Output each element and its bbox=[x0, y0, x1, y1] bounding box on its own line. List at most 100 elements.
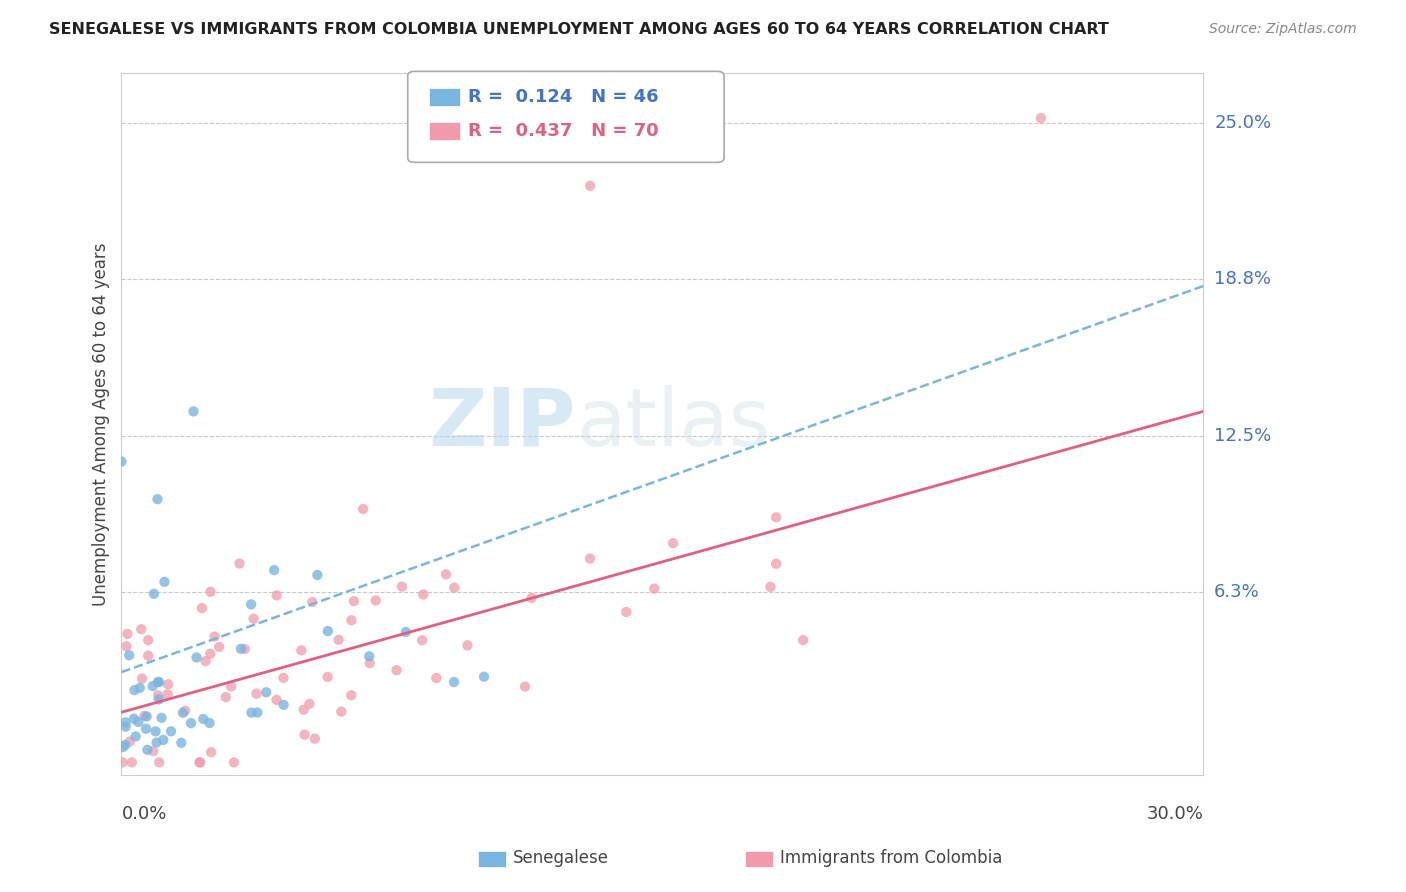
Text: 30.0%: 30.0% bbox=[1146, 805, 1204, 823]
Point bbox=[114, 720, 136, 734]
Point bbox=[124, 683, 146, 698]
Point bbox=[122, 712, 145, 726]
Point bbox=[229, 641, 252, 656]
Point bbox=[391, 580, 413, 594]
Point bbox=[145, 724, 167, 739]
Point bbox=[153, 574, 176, 589]
Text: ZIP: ZIP bbox=[429, 385, 575, 463]
Point bbox=[111, 756, 134, 770]
Point bbox=[359, 649, 381, 664]
Point bbox=[520, 591, 543, 605]
Point bbox=[328, 632, 350, 647]
Point bbox=[110, 454, 132, 468]
Point bbox=[411, 633, 433, 648]
Point bbox=[273, 698, 295, 712]
Point bbox=[114, 738, 136, 752]
Text: 18.8%: 18.8% bbox=[1215, 269, 1271, 287]
Point bbox=[134, 709, 156, 723]
Point bbox=[352, 502, 374, 516]
Point bbox=[304, 731, 326, 746]
Point bbox=[208, 640, 231, 654]
Point bbox=[191, 601, 214, 615]
Point bbox=[131, 672, 153, 686]
Point bbox=[118, 648, 141, 663]
Point bbox=[662, 536, 685, 550]
Point bbox=[143, 587, 166, 601]
Point bbox=[200, 584, 222, 599]
Point bbox=[148, 692, 170, 706]
Text: 0.0%: 0.0% bbox=[121, 805, 167, 823]
Point bbox=[233, 642, 256, 657]
Point bbox=[200, 745, 222, 759]
Point bbox=[146, 675, 169, 690]
Point bbox=[443, 581, 465, 595]
Point bbox=[127, 714, 149, 729]
Point bbox=[759, 580, 782, 594]
Text: 25.0%: 25.0% bbox=[1215, 114, 1271, 132]
Point bbox=[152, 732, 174, 747]
Y-axis label: Unemployment Among Ages 60 to 64 years: Unemployment Among Ages 60 to 64 years bbox=[93, 243, 110, 606]
Point bbox=[472, 670, 495, 684]
Point bbox=[792, 633, 814, 648]
Point bbox=[513, 680, 536, 694]
Point bbox=[240, 706, 263, 720]
Point bbox=[142, 744, 165, 758]
Point bbox=[136, 743, 159, 757]
Point bbox=[579, 551, 602, 566]
Point bbox=[579, 178, 602, 193]
Point bbox=[135, 722, 157, 736]
Point bbox=[385, 663, 408, 677]
Point bbox=[412, 587, 434, 601]
Point bbox=[136, 633, 159, 648]
Point bbox=[200, 647, 222, 661]
Text: R =  0.437   N = 70: R = 0.437 N = 70 bbox=[468, 122, 659, 140]
Text: R =  0.124   N = 46: R = 0.124 N = 46 bbox=[468, 88, 659, 106]
Point bbox=[456, 638, 478, 652]
Point bbox=[228, 557, 250, 571]
Point bbox=[170, 736, 193, 750]
Point bbox=[188, 756, 211, 770]
Point bbox=[343, 594, 366, 608]
Point bbox=[266, 693, 288, 707]
Point bbox=[330, 705, 353, 719]
Point bbox=[425, 671, 447, 685]
Point bbox=[121, 756, 143, 770]
Text: Source: ZipAtlas.com: Source: ZipAtlas.com bbox=[1209, 22, 1357, 37]
Point bbox=[135, 709, 157, 723]
Text: Immigrants from Colombia: Immigrants from Colombia bbox=[780, 849, 1002, 867]
Point bbox=[148, 756, 170, 770]
Point bbox=[1029, 111, 1052, 125]
Point bbox=[290, 643, 312, 657]
Point bbox=[146, 689, 169, 703]
Point bbox=[273, 671, 295, 685]
Point bbox=[434, 567, 457, 582]
Point bbox=[174, 704, 197, 718]
Point bbox=[136, 648, 159, 663]
Point bbox=[124, 730, 146, 744]
Point bbox=[395, 625, 418, 640]
Point bbox=[183, 404, 205, 418]
Point bbox=[142, 679, 165, 693]
Point bbox=[316, 624, 339, 638]
Point bbox=[180, 716, 202, 731]
Point bbox=[118, 734, 141, 748]
Point bbox=[364, 593, 387, 607]
Point bbox=[148, 675, 170, 690]
Point bbox=[240, 598, 263, 612]
Point bbox=[114, 715, 136, 730]
Point bbox=[157, 677, 180, 691]
Point bbox=[156, 687, 179, 701]
Point bbox=[186, 650, 208, 665]
Point bbox=[294, 728, 316, 742]
Text: SENEGALESE VS IMMIGRANTS FROM COLOMBIA UNEMPLOYMENT AMONG AGES 60 TO 64 YEARS CO: SENEGALESE VS IMMIGRANTS FROM COLOMBIA U… bbox=[49, 22, 1109, 37]
Point bbox=[172, 706, 194, 720]
Point bbox=[198, 716, 221, 731]
Point bbox=[614, 605, 637, 619]
Point bbox=[194, 654, 217, 668]
Point bbox=[359, 656, 381, 670]
Point bbox=[204, 630, 226, 644]
Point bbox=[193, 712, 215, 726]
Point bbox=[263, 563, 285, 577]
Text: Senegalese: Senegalese bbox=[513, 849, 609, 867]
Point bbox=[246, 706, 269, 720]
